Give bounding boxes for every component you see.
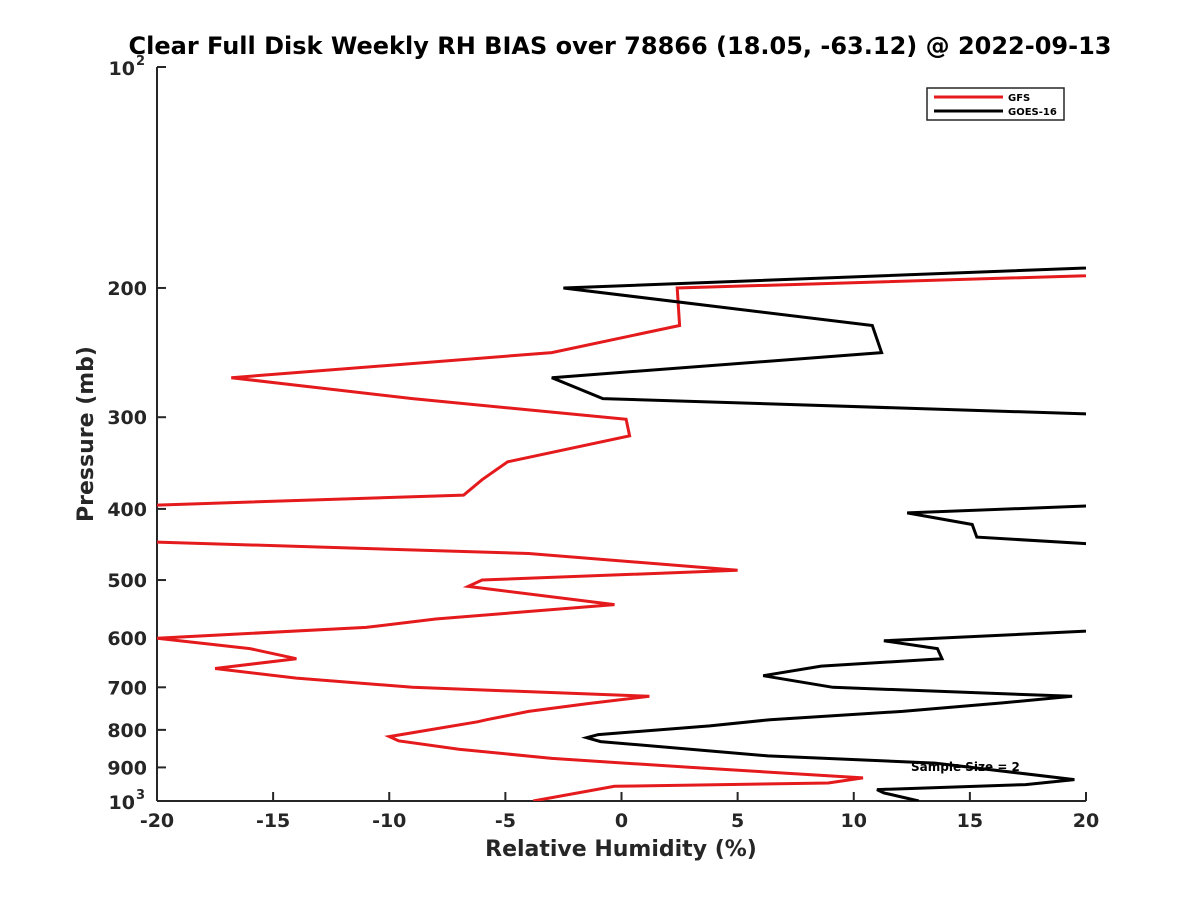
x-tick-label: 10 (841, 810, 867, 832)
x-tick-label: 15 (957, 810, 983, 832)
x-tick-label: 5 (731, 810, 744, 832)
series-line-goes16-segment-3 (581, 629, 1086, 801)
x-axis-label: Relative Humidity (%) (485, 837, 757, 862)
y-tick-label: 800 (107, 720, 147, 742)
y-tick-label: 600 (107, 628, 147, 650)
x-tick-label: -20 (140, 810, 174, 832)
y-tick-label-base: 10 (109, 792, 135, 814)
legend-label-gfs: GFS (1008, 93, 1030, 104)
y-tick-label: 500 (107, 570, 147, 592)
series-line-goes16-segment-1 (551, 266, 1086, 416)
y-tick-label: 300 (107, 407, 147, 429)
y-tick-label-exponent: 3 (136, 788, 145, 803)
legend-box (926, 87, 1065, 121)
legend: GFS GOES-16 (926, 87, 1065, 121)
legend-label-goes16: GOES-16 (1008, 107, 1057, 118)
y-tick-label: 200 (107, 278, 147, 300)
series-line-gfs-segment-1 (157, 274, 1086, 507)
x-tick-label: 20 (1073, 810, 1099, 832)
y-tick-label: 900 (107, 757, 147, 779)
x-tick-label: 0 (615, 810, 628, 832)
series-layer (157, 266, 1086, 801)
x-axis-ticks: -20 -15 -10 -5 0 5 10 15 20 (140, 792, 1099, 832)
series-line-goes16-segment-2 (906, 504, 1086, 546)
y-tick-label: 700 (107, 677, 147, 699)
y-tick-label-base: 10 (109, 58, 135, 80)
y-tick-label-exponent: 2 (136, 54, 145, 69)
chart-title: Clear Full Disk Weekly RH BIAS over 7886… (129, 32, 1112, 60)
series-line-gfs-segment-2 (157, 540, 864, 801)
x-tick-label: -15 (256, 810, 290, 832)
sample-size-annotation: Sample Size = 2 (911, 760, 1020, 774)
x-tick-label: -5 (495, 810, 516, 832)
y-tick-label: 400 (107, 499, 147, 521)
y-axis-label: Pressure (mb) (74, 346, 99, 522)
x-tick-label: -10 (372, 810, 406, 832)
